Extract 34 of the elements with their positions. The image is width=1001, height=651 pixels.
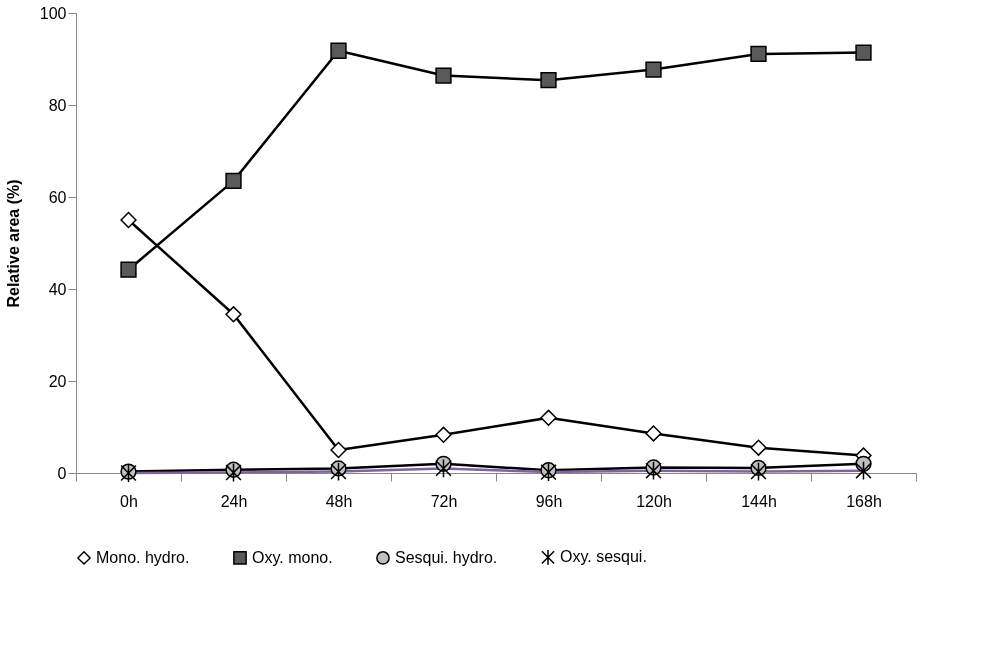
x-tick-label: 72h: [430, 492, 458, 510]
y-tick-label: 0: [57, 464, 67, 482]
x-tick-label: 48h: [325, 492, 353, 510]
point: [855, 44, 872, 61]
point: [750, 439, 767, 456]
point: [330, 441, 347, 459]
point: [330, 42, 347, 59]
y-tick-label: 60: [48, 188, 67, 206]
point: [225, 172, 242, 190]
y-tick-label: 80: [48, 96, 67, 114]
x-tick-label: 168h: [846, 492, 882, 510]
y-tick-label: 100: [39, 4, 67, 22]
legend-label: Oxy. sesqui.: [560, 548, 647, 566]
point: [750, 45, 767, 63]
x-tick-label: 144h: [741, 492, 777, 510]
x-tick-label: 24h: [220, 492, 248, 510]
point: [435, 426, 452, 443]
point: [120, 261, 137, 278]
legend-label: Mono. hydro.: [96, 548, 190, 566]
point: [540, 71, 557, 89]
point: [435, 67, 452, 84]
point: [645, 61, 662, 78]
point: [540, 409, 557, 426]
legend-label: Sesqui. hydro.: [395, 548, 498, 566]
point: [120, 211, 137, 229]
x-tick-label: 96h: [535, 492, 563, 510]
point: [645, 425, 662, 442]
y-tick-label: 20: [48, 372, 67, 390]
y-axis-title: Relative area (%): [4, 179, 22, 308]
point: [225, 306, 242, 323]
x-tick-label: 0h: [120, 492, 138, 510]
y-tick-label: 40: [48, 280, 67, 298]
x-tick-label: 120h: [636, 492, 672, 510]
legend-label: Oxy. mono.: [252, 548, 333, 566]
